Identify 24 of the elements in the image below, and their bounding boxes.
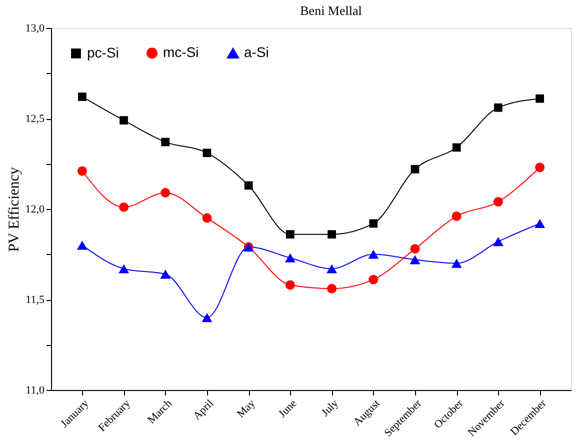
x-tick-label: July <box>319 397 342 419</box>
y-tick-label: 13,0 <box>25 22 45 34</box>
point <box>326 264 338 274</box>
point <box>284 253 296 262</box>
chart-title: Beni Mellal <box>300 3 362 18</box>
x-tick-label: May <box>234 397 258 420</box>
point <box>202 313 212 322</box>
y-tick-label: 11,0 <box>26 384 45 396</box>
point <box>118 264 130 274</box>
y-tick-label: 11,5 <box>26 294 45 306</box>
point <box>534 218 546 228</box>
point <box>76 240 88 250</box>
legend-label: pc-Si <box>87 44 119 60</box>
point <box>492 237 504 246</box>
legend-label: a-Si <box>244 44 269 60</box>
y-tick-label: 12,0 <box>25 204 45 216</box>
point <box>410 255 420 264</box>
x-tick-label: June <box>276 397 300 420</box>
y-axis-title: PV Efficiency <box>6 166 22 252</box>
y-tick-label: 12,5 <box>25 113 45 125</box>
point <box>160 270 171 279</box>
legend-label: mc-Si <box>163 44 199 60</box>
point <box>451 258 462 268</box>
point <box>368 250 379 259</box>
